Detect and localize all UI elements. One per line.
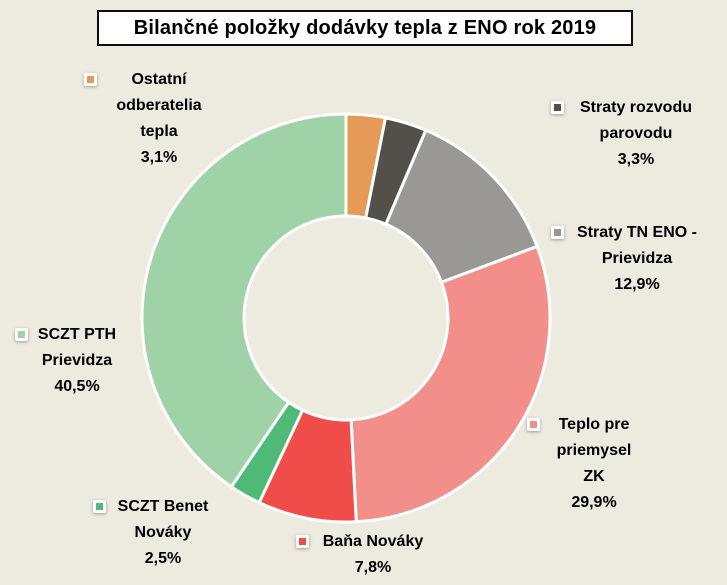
- legend-key-straty-rozvodu-parovodu: [551, 101, 564, 114]
- data-label-text: Straty TN ENO - Prievidza 12,9%: [576, 224, 697, 293]
- data-label-straty-rozvodu-parovodu: Straty rozvodu parovodu 3,3%: [551, 95, 702, 173]
- data-label-sczt-pth-prievidza: SCZT PTH Prievidza 40,5%: [15, 322, 120, 400]
- legend-key-sczt-benet-novaky: [93, 500, 106, 513]
- legend-swatch-icon: [96, 503, 103, 510]
- data-label-text: Baňa Nováky 7,8%: [322, 533, 424, 576]
- legend-swatch-icon: [530, 421, 537, 428]
- pie-slice-6: [140, 112, 348, 489]
- data-label-text: Straty rozvodu parovodu 3,3%: [579, 99, 692, 168]
- legend-key-ostatni-odberatelia: [84, 73, 97, 86]
- data-label-sczt-benet-novaky: SCZT Benet Nováky 2,5%: [93, 494, 214, 572]
- legend-swatch-icon: [554, 104, 561, 111]
- data-label-bana-novaky: Baňa Nováky 7,8%: [296, 529, 431, 581]
- data-label-straty-tn-eno-prievidza: Straty TN ENO - Prievidza 12,9%: [551, 220, 704, 298]
- data-label-teplo-pre-priemysel-zk: Teplo pre priemysel ZK 29,9%: [527, 412, 642, 516]
- pie-slice-3: [349, 244, 552, 524]
- data-label-text: Teplo pre priemysel ZK 29,9%: [556, 416, 632, 511]
- legend-swatch-icon: [87, 76, 94, 83]
- legend-key-teplo-pre-priemysel-zk: [527, 418, 540, 431]
- legend-swatch-icon: [554, 229, 561, 236]
- legend-key-straty-tn-eno-prievidza: [551, 226, 564, 239]
- legend-key-sczt-pth-prievidza: [15, 328, 28, 341]
- legend-key-bana-novaky: [296, 535, 309, 548]
- chart-title: Bilančné položky dodávky tepla z ENO rok…: [97, 10, 633, 46]
- data-label-ostatni-odberatelia: Ostatní odberatelia tepla 3,1%: [84, 67, 215, 171]
- data-label-text: SCZT Benet Nováky 2,5%: [117, 498, 209, 567]
- data-label-text: Ostatní odberatelia tepla 3,1%: [116, 71, 202, 166]
- legend-swatch-icon: [299, 538, 306, 545]
- legend-swatch-icon: [18, 331, 25, 338]
- data-label-text: SCZT PTH Prievidza 40,5%: [37, 326, 117, 395]
